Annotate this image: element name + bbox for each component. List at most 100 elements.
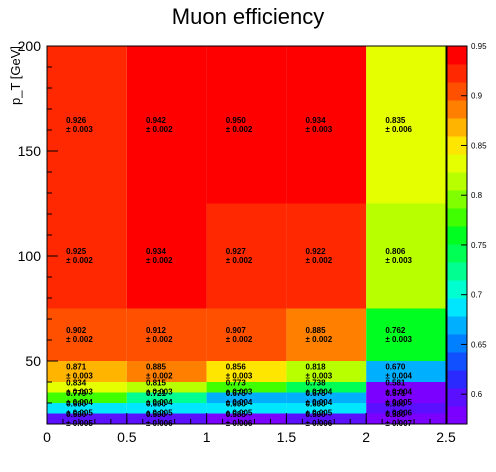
cell-value-label: 0.690 (226, 399, 247, 408)
cell-error-label: ± 0.004 (385, 372, 412, 381)
cell-error-label: ± 0.005 (66, 419, 93, 428)
cell-value-label: 0.856 (226, 363, 247, 372)
color-bar-tick-label: 0.85 (471, 141, 487, 150)
cell-error-label: ± 0.002 (226, 125, 253, 134)
color-bar-swatch (447, 388, 467, 407)
heatmap-cell (206, 46, 287, 204)
cell-error-label: ± 0.003 (146, 387, 173, 396)
heatmap-cell (286, 403, 367, 414)
chart-title: Muon efficiency (172, 4, 324, 29)
cell-value-label: 0.690 (146, 399, 167, 408)
cell-value-label: 0.925 (66, 247, 87, 256)
heatmap-cell (286, 46, 367, 204)
heatmap-cell (126, 403, 207, 414)
heatmap-cell (47, 308, 127, 361)
cell-error-label: ± 0.003 (226, 372, 253, 381)
cell-value-label: 0.835 (385, 116, 406, 125)
cell-error-label: ± 0.003 (66, 387, 93, 396)
heatmap-cell (286, 308, 367, 361)
heatmap-cell (126, 308, 207, 361)
color-bar-swatch (447, 406, 467, 425)
color-bar-swatch (447, 334, 467, 353)
heatmap-cell (366, 361, 446, 382)
color-bar-swatch (447, 370, 467, 389)
x-tick-label: 0.5 (117, 429, 137, 445)
cell-value-label: 0.907 (226, 326, 247, 335)
cell-value-label: 0.927 (226, 247, 247, 256)
color-bar-swatch (447, 244, 467, 263)
cell-value-label: 0.815 (146, 378, 167, 387)
cell-value-label: 0.581 (385, 378, 406, 387)
cell-error-label: ± 0.002 (146, 335, 173, 344)
heatmap-cell (47, 392, 127, 403)
cell-value-label: 0.806 (385, 247, 406, 256)
color-bar-tick-label: 0.95 (471, 42, 487, 51)
heatmap-cell (366, 46, 446, 204)
y-tick-label: 150 (18, 143, 42, 159)
heatmap-cell (126, 392, 207, 403)
heatmap-cell (286, 413, 367, 424)
cell-value-label: 0.675 (306, 389, 327, 398)
heatmap-cell (47, 203, 127, 309)
cell-error-label: ± 0.002 (146, 372, 173, 381)
cell-value-label: 0.885 (146, 363, 167, 372)
heatmap-cell (366, 413, 446, 424)
cell-error-label: ± 0.002 (306, 256, 333, 265)
color-bar-swatch (447, 64, 467, 83)
cell-value-label: 0.571 (385, 389, 406, 398)
cell-value-label: 0.738 (306, 378, 327, 387)
heatmap-cell (126, 413, 207, 424)
heatmap-cell (206, 413, 287, 424)
cell-value-label: 0.690 (306, 399, 327, 408)
cell-error-label: ± 0.006 (385, 125, 412, 134)
cell-value-label: 0.934 (146, 247, 167, 256)
cell-value-label: 0.721 (146, 389, 167, 398)
heatmap-cell (47, 403, 127, 414)
color-bar-swatch (447, 118, 467, 137)
cell-value-label: 0.590 (385, 399, 406, 408)
color-bar-swatch (447, 280, 467, 299)
heatmap-cell (126, 382, 207, 393)
cell-error-label: ± 0.005 (306, 408, 333, 417)
color-bar-tick-label: 0.65 (471, 340, 487, 349)
cell-error-label: ± 0.006 (226, 419, 253, 428)
heatmap-cell (47, 382, 127, 393)
cell-error-label: ± 0.004 (146, 398, 173, 407)
cell-error-label: ± 0.004 (66, 398, 93, 407)
cell-value-label: 0.590 (66, 410, 87, 419)
y-axis: 50 100 150 200 (18, 38, 58, 425)
heatmap-cell (206, 403, 287, 414)
cell-error-label: ± 0.006 (146, 419, 173, 428)
color-bar-swatch (447, 298, 467, 317)
cell-error-label: ± 0.002 (306, 335, 333, 344)
cell-value-label: 0.922 (306, 247, 327, 256)
heatmap-cell (47, 361, 127, 382)
color-bar-swatch (447, 352, 467, 371)
cell-value-label: 0.912 (146, 326, 167, 335)
y-tick-label: 200 (18, 38, 42, 54)
cell-value-label: 0.885 (306, 326, 327, 335)
cell-value-label: 0.902 (66, 326, 87, 335)
color-bar-swatch (447, 46, 467, 65)
cell-value-label: 0.934 (306, 116, 327, 125)
heatmap-cell (126, 203, 207, 309)
heatmap-cell (47, 46, 127, 204)
cell-value-label: 0.779 (66, 389, 87, 398)
cell-error-label: ± 0.002 (226, 335, 253, 344)
cell-value-label: 0.585 (226, 410, 247, 419)
color-bar-frame (446, 45, 468, 425)
cell-value-label: 0.950 (226, 116, 247, 125)
cell-error-label: ± 0.003 (385, 256, 412, 265)
cell-value-label: 0.926 (66, 116, 87, 125)
color-bar-swatch (447, 226, 467, 245)
color-bar-tick-label: 0.6 (471, 390, 483, 399)
heatmap-cell (206, 392, 287, 403)
x-tick-label: 1.5 (277, 429, 297, 445)
cell-value-label: 0.942 (146, 116, 167, 125)
cell-error-label: ± 0.005 (385, 398, 412, 407)
cell-value-label: 0.675 (226, 389, 247, 398)
color-bar-swatch (447, 316, 467, 335)
cell-error-label: ± 0.003 (226, 387, 253, 396)
cell-error-label: ± 0.002 (146, 256, 173, 265)
